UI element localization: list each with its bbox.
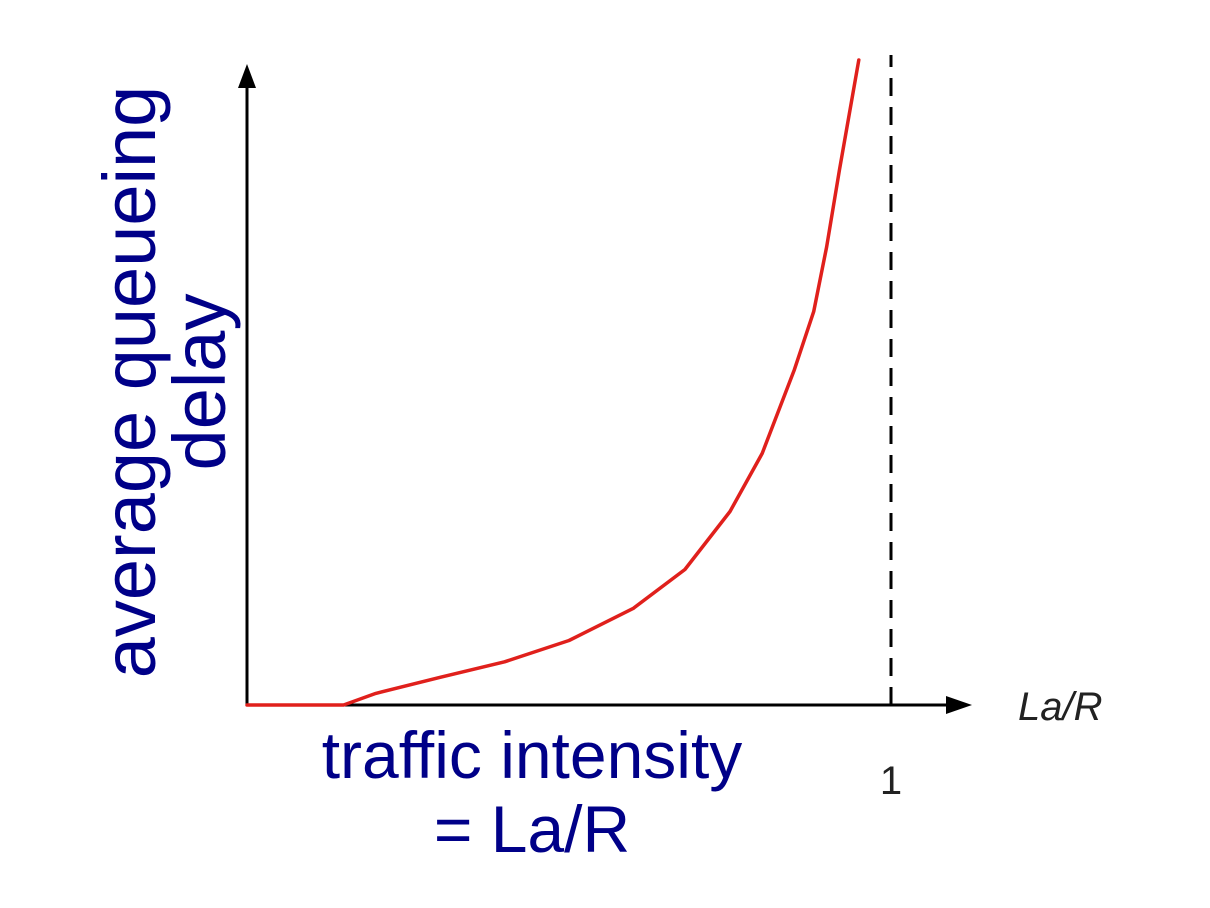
y-axis-label-line-2: delay: [158, 294, 241, 471]
y-axis-label: average queueing delay: [88, 86, 241, 679]
x-tick-label-1: 1: [880, 759, 902, 803]
series-line: [245, 58, 861, 707]
x-axis-label-line-2: = La/R: [434, 792, 630, 866]
y-axis-arrow: [238, 64, 256, 88]
x-axis-label-line-1: traffic intensity: [322, 718, 743, 792]
x-axis-arrow: [946, 696, 972, 714]
y-axis-label-line-1: average queueing: [88, 86, 171, 679]
x-axis-variable: La/R: [1018, 685, 1103, 729]
